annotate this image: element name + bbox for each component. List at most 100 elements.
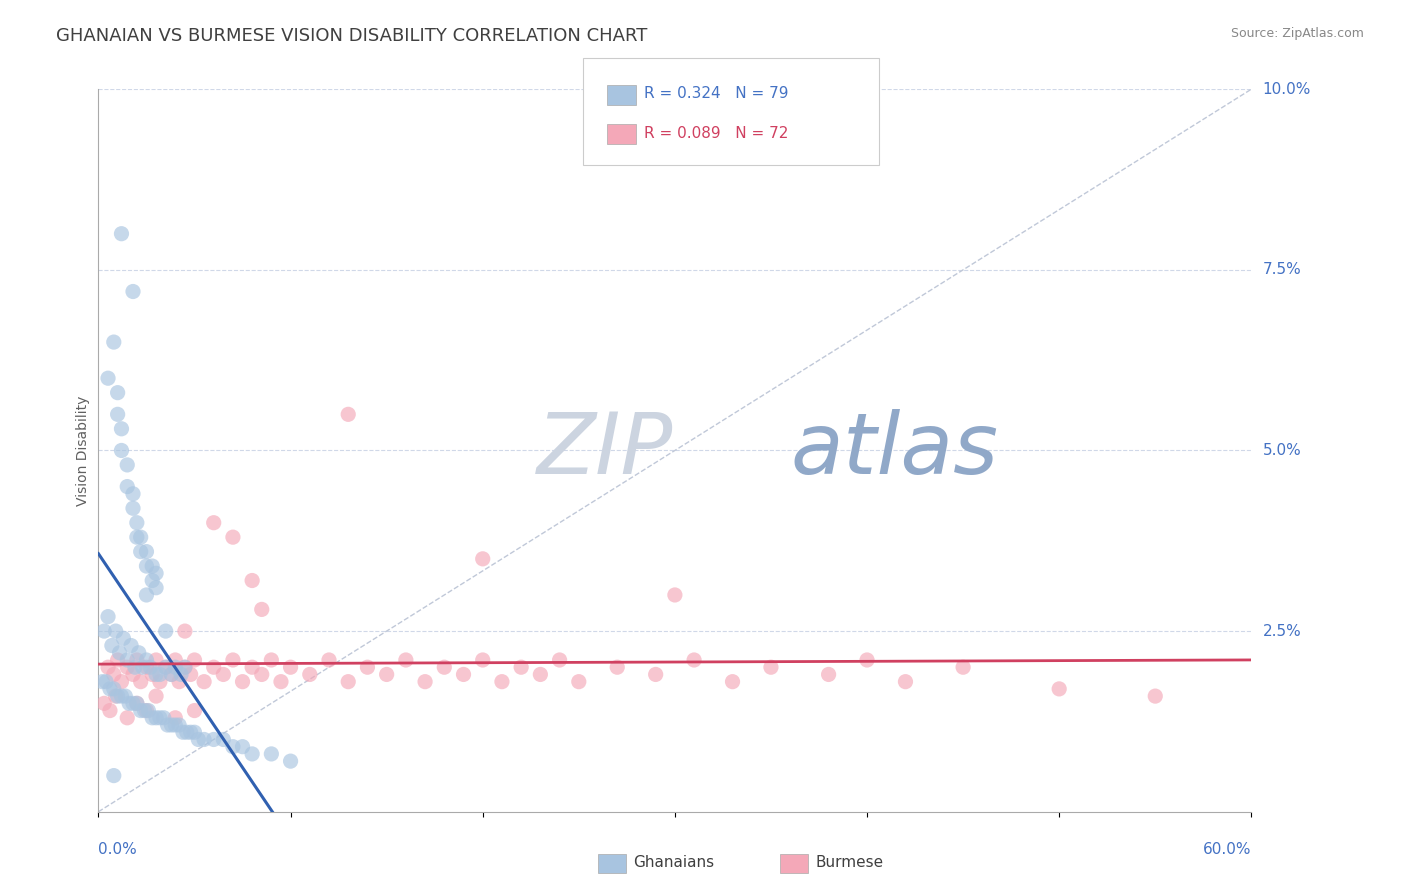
Point	[145, 711, 167, 725]
Point	[129, 530, 152, 544]
Point	[165, 711, 187, 725]
Point	[222, 653, 245, 667]
Text: 5.0%: 5.0%	[1263, 443, 1301, 458]
Point	[117, 480, 139, 494]
Point	[155, 660, 177, 674]
Point	[318, 653, 340, 667]
Point	[894, 674, 917, 689]
Point	[128, 646, 150, 660]
Point	[193, 674, 215, 689]
Point	[135, 704, 157, 718]
Point	[1047, 681, 1070, 696]
Point	[103, 681, 125, 696]
Text: 60.0%: 60.0%	[1204, 842, 1251, 857]
Point	[135, 653, 157, 667]
Point	[122, 285, 145, 299]
Point	[129, 704, 152, 718]
Point	[250, 602, 273, 616]
Point	[135, 544, 157, 558]
Point	[183, 725, 205, 739]
Point	[93, 697, 115, 711]
Point	[107, 689, 129, 703]
Text: GHANAIAN VS BURMESE VISION DISABILITY CORRELATION CHART: GHANAIAN VS BURMESE VISION DISABILITY CO…	[56, 27, 648, 45]
Point	[98, 681, 121, 696]
Point	[145, 689, 167, 703]
Point	[124, 660, 146, 674]
Point	[112, 632, 135, 646]
Point	[471, 653, 494, 667]
Point	[170, 667, 193, 681]
Point	[122, 697, 145, 711]
Point	[510, 660, 533, 674]
Point	[568, 674, 591, 689]
Point	[110, 443, 132, 458]
Point	[165, 660, 187, 674]
Point	[193, 732, 215, 747]
Text: 2.5%: 2.5%	[1263, 624, 1301, 639]
Point	[125, 697, 148, 711]
Point	[167, 674, 190, 689]
Point	[176, 725, 198, 739]
Point	[104, 689, 127, 703]
Point	[145, 581, 167, 595]
Point	[817, 667, 839, 681]
Point	[395, 653, 418, 667]
Point	[122, 501, 145, 516]
Point	[337, 674, 360, 689]
Point	[222, 530, 245, 544]
Point	[721, 674, 744, 689]
Point	[260, 653, 283, 667]
Text: 10.0%: 10.0%	[1263, 82, 1310, 96]
Text: R = 0.089   N = 72: R = 0.089 N = 72	[644, 126, 789, 141]
Point	[240, 660, 263, 674]
Point	[134, 704, 156, 718]
Point	[180, 725, 202, 739]
Point	[125, 653, 148, 667]
Text: R = 0.324   N = 79: R = 0.324 N = 79	[644, 87, 789, 102]
Point	[125, 516, 148, 530]
Point	[141, 711, 163, 725]
Point	[145, 566, 167, 581]
Point	[664, 588, 686, 602]
Point	[202, 660, 225, 674]
Point	[118, 697, 141, 711]
Point	[104, 624, 127, 639]
Point	[250, 667, 273, 681]
Point	[125, 530, 148, 544]
Point	[107, 407, 129, 422]
Point	[280, 660, 302, 674]
Point	[103, 667, 125, 681]
Point	[471, 551, 494, 566]
Point	[117, 660, 139, 674]
Point	[337, 407, 360, 422]
Point	[117, 653, 139, 667]
Point	[110, 422, 132, 436]
Point	[167, 718, 190, 732]
Point	[141, 574, 163, 588]
Point	[174, 660, 197, 674]
Point	[108, 646, 131, 660]
Point	[298, 667, 321, 681]
Point	[240, 747, 263, 761]
Point	[952, 660, 974, 674]
Point	[212, 732, 235, 747]
Point	[97, 371, 120, 385]
Point	[356, 660, 378, 674]
Point	[149, 674, 172, 689]
Point	[114, 689, 136, 703]
Point	[644, 667, 666, 681]
Point	[160, 667, 183, 681]
Point	[165, 718, 187, 732]
Point	[183, 653, 205, 667]
Point	[135, 588, 157, 602]
Point	[172, 725, 194, 739]
Point	[139, 660, 162, 674]
Point	[231, 739, 254, 754]
Point	[122, 667, 145, 681]
Text: 0.0%: 0.0%	[98, 842, 138, 857]
Point	[683, 653, 706, 667]
Point	[453, 667, 475, 681]
Text: Burmese: Burmese	[815, 855, 883, 870]
Point	[110, 674, 132, 689]
Point	[180, 667, 202, 681]
